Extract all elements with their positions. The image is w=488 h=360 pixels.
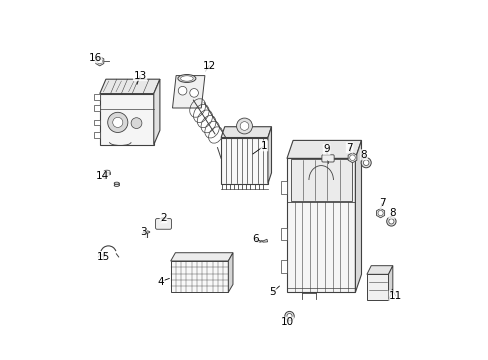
Text: 15: 15 <box>97 252 110 262</box>
Text: 1: 1 <box>261 141 267 151</box>
Circle shape <box>286 314 291 319</box>
Polygon shape <box>94 94 100 100</box>
Polygon shape <box>376 208 384 218</box>
Polygon shape <box>267 127 271 184</box>
Text: 7: 7 <box>378 198 385 208</box>
Polygon shape <box>221 138 267 184</box>
Polygon shape <box>281 260 286 273</box>
Circle shape <box>236 118 252 134</box>
Text: 14: 14 <box>96 171 109 181</box>
Ellipse shape <box>114 182 119 184</box>
Polygon shape <box>94 132 100 138</box>
Polygon shape <box>153 79 160 145</box>
Circle shape <box>377 211 383 216</box>
Ellipse shape <box>104 173 110 175</box>
Polygon shape <box>221 127 271 138</box>
Ellipse shape <box>143 231 149 233</box>
Polygon shape <box>366 266 392 274</box>
Polygon shape <box>286 158 355 292</box>
Polygon shape <box>255 239 261 242</box>
Ellipse shape <box>114 184 119 186</box>
Polygon shape <box>228 253 232 292</box>
Polygon shape <box>96 57 103 66</box>
Circle shape <box>107 112 127 132</box>
FancyBboxPatch shape <box>155 219 171 229</box>
Polygon shape <box>170 253 232 261</box>
Ellipse shape <box>104 170 110 173</box>
Polygon shape <box>94 120 100 125</box>
Circle shape <box>261 240 262 242</box>
Circle shape <box>363 160 368 166</box>
Text: 13: 13 <box>133 71 146 81</box>
Circle shape <box>349 155 355 161</box>
Circle shape <box>189 89 198 97</box>
Polygon shape <box>262 239 267 242</box>
Circle shape <box>113 117 122 127</box>
Polygon shape <box>347 153 356 163</box>
Circle shape <box>284 311 294 321</box>
Text: 10: 10 <box>280 317 293 327</box>
Circle shape <box>101 255 103 256</box>
Polygon shape <box>281 181 286 194</box>
Text: 3: 3 <box>140 227 146 237</box>
Circle shape <box>386 217 395 226</box>
Polygon shape <box>290 159 351 201</box>
Polygon shape <box>355 140 361 292</box>
Text: 6: 6 <box>251 234 258 244</box>
Text: 11: 11 <box>388 291 402 301</box>
Text: 5: 5 <box>269 287 275 297</box>
Polygon shape <box>387 266 392 300</box>
Polygon shape <box>100 79 160 94</box>
Text: 12: 12 <box>202 60 215 71</box>
Ellipse shape <box>180 76 193 81</box>
Circle shape <box>178 86 186 95</box>
Circle shape <box>131 118 142 129</box>
Polygon shape <box>94 105 100 111</box>
Circle shape <box>388 219 393 224</box>
FancyBboxPatch shape <box>321 155 333 162</box>
Text: 9: 9 <box>323 144 329 154</box>
Text: 8: 8 <box>388 208 395 218</box>
Polygon shape <box>286 140 361 158</box>
Polygon shape <box>170 261 228 292</box>
Text: 16: 16 <box>88 53 102 63</box>
Polygon shape <box>281 228 286 240</box>
Text: 7: 7 <box>346 143 352 153</box>
Text: 2: 2 <box>160 213 166 223</box>
Polygon shape <box>172 76 204 108</box>
Circle shape <box>361 158 370 168</box>
Circle shape <box>97 59 102 64</box>
Polygon shape <box>100 94 153 145</box>
Polygon shape <box>366 274 387 300</box>
Text: 8: 8 <box>360 150 366 160</box>
Text: 4: 4 <box>157 276 164 287</box>
Circle shape <box>240 122 248 130</box>
Ellipse shape <box>178 75 196 82</box>
